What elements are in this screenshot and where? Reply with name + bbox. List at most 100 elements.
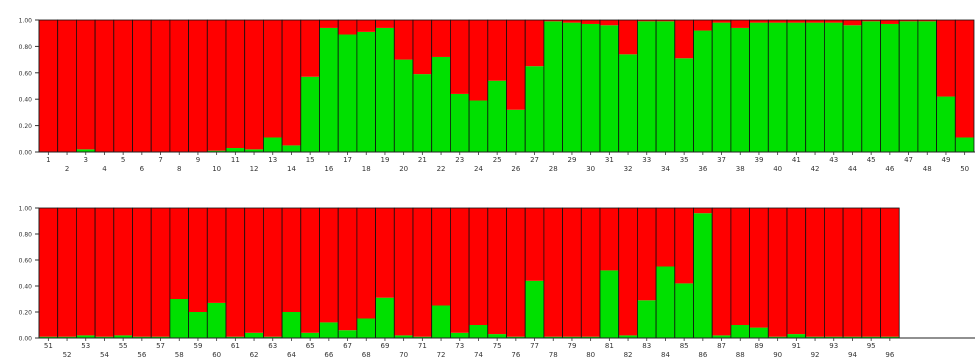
x-tick-label: 14	[287, 165, 296, 173]
x-tick-label: 95	[867, 342, 876, 350]
x-tick-label: 56	[137, 351, 146, 359]
bar-segment-green	[226, 148, 245, 152]
bar-segment-green	[394, 335, 413, 338]
x-tick-label: 27	[530, 156, 539, 164]
bar-segment-red	[169, 208, 189, 299]
bar-segment-red	[76, 208, 96, 336]
x-tick-label: 58	[175, 351, 184, 359]
bar-segment-red	[637, 20, 657, 22]
bar-segment-green	[618, 335, 638, 338]
x-tick-label: 15	[306, 156, 315, 164]
x-tick-label: 16	[324, 165, 333, 173]
bar-segment-red	[899, 20, 918, 22]
bar-segment-green	[338, 330, 357, 338]
bar-segment-red	[787, 208, 806, 335]
y-tick-label: 0.00	[19, 336, 33, 343]
bar-segment-red	[843, 208, 862, 337]
y-tick-label: 0.00	[19, 150, 33, 157]
bar-segment-red	[151, 208, 170, 337]
bar-segment-red	[132, 20, 152, 152]
bar-segment-green	[39, 336, 58, 338]
bar-segment-green	[674, 283, 694, 338]
x-tick-label: 93	[829, 342, 838, 350]
bar-segment-green	[263, 336, 283, 338]
bar-segment-red	[375, 208, 395, 298]
bar-segment-green	[861, 336, 881, 338]
bar-segment-red	[712, 208, 731, 336]
bar-segment-red	[525, 208, 544, 281]
x-tick-label: 64	[287, 351, 296, 359]
x-tick-label: 52	[63, 351, 72, 359]
bar-segment-red	[113, 208, 133, 336]
x-tick-label: 45	[867, 156, 876, 164]
y-tick-label: 0.60	[19, 258, 33, 265]
x-tick-label: 37	[717, 156, 726, 164]
bar-segment-green	[132, 336, 152, 338]
x-tick-label: 17	[343, 156, 352, 164]
x-tick-label: 2	[65, 165, 69, 173]
bar-segment-green	[469, 325, 488, 338]
x-tick-label: 47	[904, 156, 913, 164]
bar-segment-red	[768, 20, 787, 23]
x-tick-label: 60	[212, 351, 221, 359]
bar-segment-green	[730, 27, 750, 153]
bar-segment-red	[656, 20, 675, 22]
bar-segment-red	[749, 20, 769, 23]
bar-segment-red	[824, 20, 844, 23]
x-tick-label: 78	[549, 351, 558, 359]
bar-segment-green	[169, 299, 189, 338]
bar-segment-red	[543, 208, 563, 337]
x-tick-label: 4	[102, 165, 107, 173]
bar-segment-red	[413, 20, 432, 75]
bar-segment-red	[469, 208, 488, 325]
bar-segment-red	[469, 20, 488, 101]
x-tick-label: 81	[605, 342, 614, 350]
x-tick-label: 32	[624, 165, 633, 173]
x-tick-label: 30	[586, 165, 595, 173]
x-tick-label: 66	[324, 351, 333, 359]
bar-segment-red	[805, 20, 825, 23]
x-tick-label: 9	[196, 156, 200, 164]
y-tick-label: 0.40	[19, 97, 33, 104]
bar-segment-red	[712, 20, 731, 23]
bar-segment-green	[95, 336, 114, 338]
bar-segment-green	[226, 336, 245, 338]
x-tick-label: 69	[380, 342, 389, 350]
bar-segment-green	[487, 80, 507, 152]
bar-segment-red	[936, 20, 956, 97]
bar-segment-red	[95, 20, 114, 152]
bar-segment-red	[450, 208, 470, 333]
bar-segment-red	[207, 20, 226, 151]
bar-segment-green	[394, 59, 413, 152]
x-tick-label: 67	[343, 342, 352, 350]
bar-segment-red	[338, 208, 357, 331]
bar-segment-green	[749, 327, 769, 338]
chart-panel-2: 0.00 0.20 0.40 0.60 0.80 1.00 51 52 53 54 55 56 57 58…	[19, 206, 975, 359]
bar-segment-red	[600, 208, 619, 271]
bar-segment-green	[431, 56, 451, 152]
x-tick-label: 94	[848, 351, 857, 359]
bar-segment-red	[319, 208, 339, 323]
bar-segment-green	[543, 336, 563, 338]
x-tick-label: 19	[380, 156, 389, 164]
y-tick-label: 0.20	[19, 123, 33, 130]
bar-segment-green	[431, 305, 451, 338]
bar-segment-red	[57, 208, 77, 337]
bar-segment-green	[618, 54, 638, 152]
bar-segment-red	[169, 20, 189, 152]
bar-segment-green	[581, 23, 600, 153]
bar-segment-green	[693, 213, 713, 338]
y-tick-label: 0.60	[19, 70, 33, 77]
bar-segment-green	[917, 21, 937, 152]
x-tick-label: 28	[549, 165, 558, 173]
x-tick-label: 6	[140, 165, 145, 173]
bar-segment-red	[730, 20, 750, 28]
bar-segment-green	[76, 149, 96, 152]
bar-segment-green	[76, 335, 96, 338]
bar-segment-red	[188, 20, 208, 152]
bar-segment-red	[207, 208, 226, 303]
bar-segment-green	[375, 297, 395, 338]
x-tick-label: 26	[511, 165, 520, 173]
x-tick-label: 65	[306, 342, 315, 350]
bar-segment-red	[132, 208, 152, 337]
